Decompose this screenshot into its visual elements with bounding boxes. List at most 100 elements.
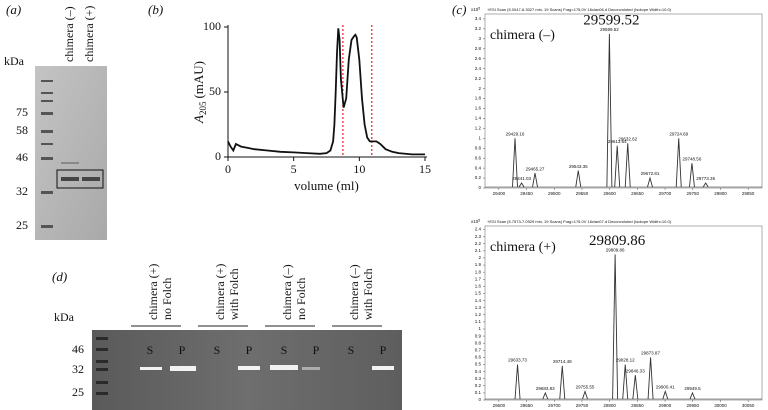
y-tick-label: 0.6	[475, 355, 482, 360]
y-tick-label: 0.8	[475, 145, 482, 150]
y-tick-label: 0.1	[475, 390, 482, 395]
unit-label: kDa	[4, 54, 25, 68]
peak-label: 29632.62	[618, 136, 637, 141]
ladder	[96, 337, 108, 395]
peak-label: 29900.41	[656, 385, 675, 390]
peak-label: 29809.86	[606, 248, 625, 253]
y-tick-label: 0.3	[475, 376, 482, 381]
peak	[512, 138, 518, 188]
y-tick-label: 1.2	[475, 312, 482, 317]
y-tick-label: 1.7	[475, 276, 482, 281]
x-tick-label: 29700	[548, 403, 561, 408]
scan-header: +ESI Scan (5.0047-6.3027 min, 19 Scans) …	[487, 7, 672, 12]
sample-label: chimera (+)	[490, 240, 556, 255]
lane-label: P	[380, 343, 387, 357]
peak-label: 29828.12	[616, 358, 635, 363]
scale-exp: 5	[478, 6, 480, 10]
y-tick-label: 1.4	[475, 116, 482, 121]
y-tick-label: 0.2	[475, 383, 482, 388]
group-label: with Folch	[227, 268, 241, 320]
y-tick-label: 1.8	[475, 269, 482, 274]
peak-label: 29748.56	[683, 156, 702, 161]
peak	[689, 163, 695, 188]
y-tick-label: 2.8	[475, 46, 482, 51]
marker-label: 25	[72, 385, 84, 399]
peak-label: 29773.36	[696, 176, 715, 181]
peak	[689, 391, 696, 400]
x-tick-label: 29650	[520, 403, 533, 408]
y-tick-label: 1.1	[475, 319, 482, 324]
peak	[559, 365, 566, 400]
lane-label: S	[147, 343, 154, 357]
x-tick-label: 30000	[714, 403, 727, 408]
peak	[614, 145, 621, 188]
gel-image	[35, 66, 107, 240]
x-tick-label: 30050	[742, 403, 755, 408]
y-tick-label: 3.4	[475, 16, 482, 21]
x-tick-label: 29850	[742, 191, 755, 196]
peak	[606, 33, 613, 188]
y-tick-label: 1.9	[475, 262, 482, 267]
marker-label: 32	[16, 184, 28, 198]
peak	[532, 173, 538, 188]
y-tick-label: 2.2	[475, 241, 482, 246]
y-tick-label: 1.6	[475, 106, 482, 111]
panel-label: (c)	[452, 2, 466, 17]
y-tick-label: 0	[478, 185, 481, 190]
peak	[542, 391, 549, 400]
y-tick-label: 1.2	[475, 126, 482, 131]
y-tick-label: 0.2	[475, 175, 482, 180]
y-tick-label: 100	[203, 19, 221, 33]
plot-frame	[484, 225, 763, 401]
y-tick-label: 1.5	[475, 291, 482, 296]
plot-frame	[484, 13, 763, 189]
x-tick-label: 29800	[714, 191, 727, 196]
marker-label: 58	[16, 123, 28, 137]
x-tick-label: 29900	[659, 403, 672, 408]
panel-label: (d)	[52, 269, 67, 284]
lane-label: chimera (+)	[82, 6, 96, 62]
peak-label: 29755.55	[576, 385, 595, 390]
group-label: chimera (+)	[213, 264, 227, 320]
peak	[518, 182, 525, 188]
group-label: no Folch	[160, 278, 174, 320]
peak	[632, 375, 639, 400]
peak-label: 29724.69	[669, 131, 688, 136]
x-tick-label: 29750	[576, 403, 589, 408]
peak	[514, 364, 521, 400]
y-tick-label: 2	[478, 86, 481, 91]
scale-exp: 5	[478, 218, 480, 222]
x-tick-label: 29650	[631, 191, 644, 196]
group-label: with Folch	[361, 268, 375, 320]
y-tick-label: 2	[478, 255, 481, 260]
band	[82, 177, 100, 181]
peak	[662, 390, 669, 400]
x-tick-label: 29400	[493, 191, 506, 196]
lane-label: P	[313, 343, 320, 357]
scan-header: +ESI Scan (5.7573-7.0929 min, 19 Scans) …	[487, 219, 672, 224]
marker-label: 32	[72, 362, 84, 376]
x-tick-label: 29500	[548, 191, 561, 196]
peak	[624, 143, 631, 188]
y-tick-label: 0	[478, 397, 481, 402]
peak	[612, 254, 619, 400]
peak-label: 29599.52	[600, 27, 619, 32]
y-tick-label: 2.4	[475, 66, 482, 71]
x-tick-label: 15	[419, 162, 431, 176]
ladder	[41, 80, 53, 228]
marker-label: 75	[16, 105, 28, 119]
y-tick-label: 1	[478, 326, 481, 331]
y-tick-label: 0.9	[475, 333, 482, 338]
y-axis-label-sub: 205	[198, 101, 208, 115]
y-tick-label: 0.5	[475, 362, 482, 367]
panel-label: (b)	[148, 2, 163, 17]
x-tick-label: 29600	[603, 191, 616, 196]
y-tick-label: 1	[478, 135, 481, 140]
peak-label: 29465.27	[526, 166, 545, 171]
y-tick-label: 0.8	[475, 340, 482, 345]
scale-base: x10	[471, 219, 479, 224]
scale-base: x10	[471, 7, 479, 12]
x-tick-label: 29750	[686, 191, 699, 196]
y-tick-label: 1.6	[475, 284, 482, 289]
